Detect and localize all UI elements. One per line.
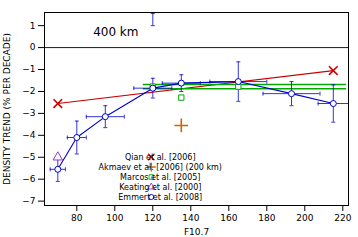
svg-text:−7: −7 [22, 196, 35, 206]
svg-text:−2: −2 [22, 86, 35, 96]
svg-text:−6: −6 [22, 174, 36, 184]
svg-text:0: 0 [30, 42, 36, 52]
svg-text:−5: −5 [22, 152, 35, 162]
svg-text:200: 200 [296, 213, 313, 223]
svg-text:140: 140 [182, 213, 199, 223]
svg-text:Qian et al. [2006]: Qian et al. [2006] [125, 153, 195, 162]
svg-text:Keating et al. [2000]: Keating et al. [2000] [119, 183, 201, 192]
svg-text:80: 80 [71, 213, 83, 223]
svg-text:Akmaev et al. [2006] (200 km): Akmaev et al. [2006] (200 km) [99, 163, 222, 172]
svg-text:220: 220 [334, 213, 351, 223]
svg-text:100: 100 [106, 213, 123, 223]
svg-text:Emmert et al. [2008]: Emmert et al. [2008] [118, 193, 202, 202]
svg-text:F10.7: F10.7 [184, 227, 209, 237]
svg-text:−4: −4 [22, 130, 36, 140]
svg-text:−1: −1 [22, 64, 35, 74]
svg-text:1: 1 [30, 21, 36, 31]
svg-text:120: 120 [144, 213, 161, 223]
svg-text:180: 180 [258, 213, 275, 223]
svg-text:160: 160 [220, 213, 237, 223]
svg-text:DENSITY TREND (% PER DECADE): DENSITY TREND (% PER DECADE) [2, 33, 12, 185]
svg-text:−3: −3 [22, 108, 35, 118]
svg-text:400 km: 400 km [93, 25, 138, 39]
svg-text:Marcos et al. [2005]: Marcos et al. [2005] [120, 173, 200, 182]
